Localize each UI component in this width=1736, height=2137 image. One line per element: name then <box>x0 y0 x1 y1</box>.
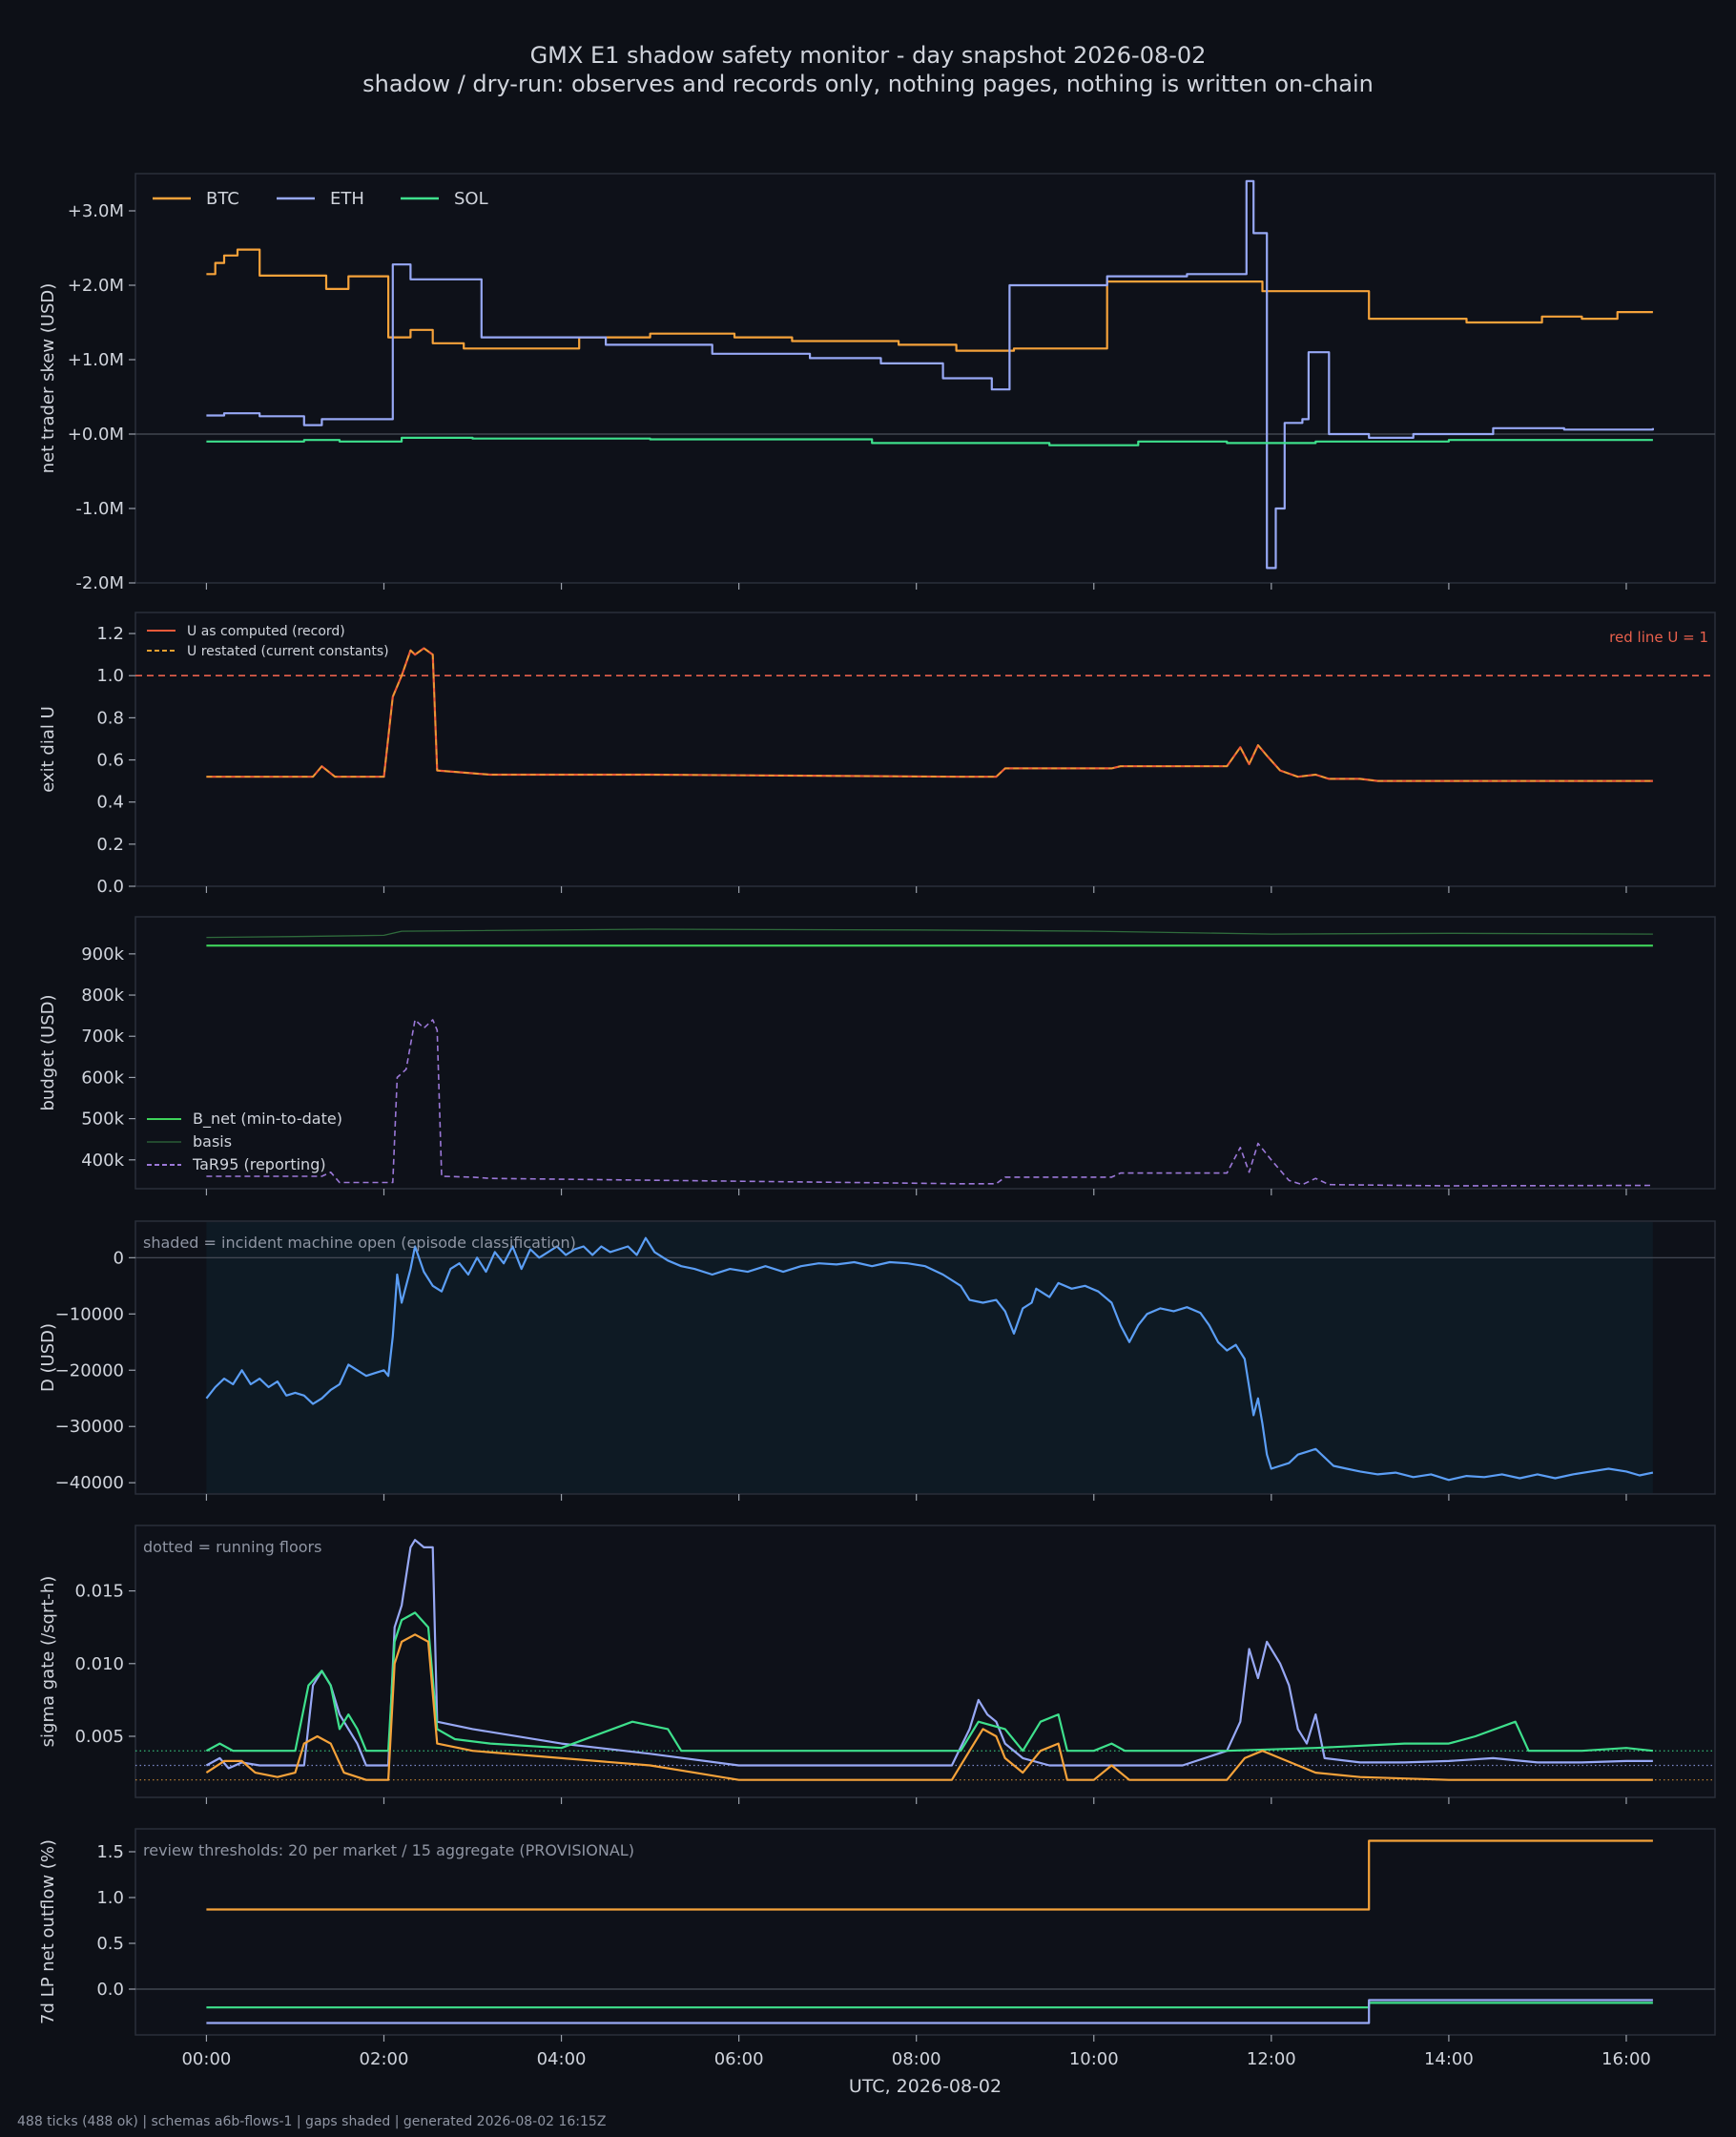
series-line-3 <box>206 1019 1653 1187</box>
y-tick-label: -1.0M <box>75 499 124 519</box>
y-axis: 0.005 0.010 0.015 <box>74 1582 135 1747</box>
panel-2: 0.0 0.2 0.4 0.6 0.8 1.0 1.2 exit dial U red line… <box>38 612 1716 897</box>
series-line-1 <box>205 1539 1653 1770</box>
figure-subtitle: shadow / dry-run: observes and records o… <box>362 71 1374 97</box>
series-line-1 <box>206 1839 1653 1911</box>
y-tick-label: 0.0 <box>96 877 124 897</box>
legend-label: ETH <box>330 189 364 209</box>
y-tick-label: 0 <box>114 1248 124 1268</box>
y-axis-label: 7d LP net outflow (%) <box>38 1839 58 2024</box>
x-tick-label: 10:00 <box>1069 2049 1119 2069</box>
legend-label: basis <box>193 1132 232 1151</box>
y-axis-label: exit dial U <box>38 706 58 793</box>
series-line-2 <box>205 1611 1654 1753</box>
y-tick-label: 0.2 <box>96 835 124 855</box>
legend: BTC ETH SOL <box>153 189 488 209</box>
series-line-3 <box>206 1999 1653 2024</box>
legend-label: TaR95 (reporting) <box>192 1155 326 1173</box>
series-line-2 <box>206 179 1654 570</box>
panel-1: -2.0M -1.0M +0.0M +1.0M +2.0M +3.0M net trader… <box>38 173 1716 593</box>
series-line-3 <box>206 436 1653 446</box>
legend: B_net (min-to-date) basis TaR95 (reporting… <box>147 1110 342 1173</box>
x-tick-label: 08:00 <box>892 2049 941 2069</box>
y-tick-label: +0.0M <box>68 425 124 445</box>
panel-3: 400k 500k 600k 700k 800k 900k budget (USD) B_ne… <box>38 916 1716 1195</box>
y-tick-label: 700k <box>81 1027 124 1047</box>
panel-5: 0.005 0.010 0.015 sigma gate (/sqrt-h) dotte… <box>38 1525 1716 1804</box>
legend-label: SOL <box>454 189 488 209</box>
y-tick-label: +3.0M <box>68 201 124 221</box>
y-tick-label: 600k <box>81 1068 124 1088</box>
series-line-1 <box>205 1236 1654 1482</box>
series-line-3 <box>205 1633 1653 1781</box>
y-tick-label: −30000 <box>55 1417 124 1437</box>
x-tick-label: 00:00 <box>181 2049 231 2069</box>
panel-frame <box>134 916 1716 1190</box>
y-tick-label: 0.8 <box>96 708 124 728</box>
panel-frame <box>134 1828 1716 2036</box>
y-tick-label: 1.0 <box>96 666 124 686</box>
y-tick-label: 1.2 <box>96 624 124 644</box>
panel-annotation: shaded = incident machine open (episode … <box>143 1234 576 1252</box>
x-tick-label: 06:00 <box>714 2049 764 2069</box>
legend-label: U as computed (record) <box>187 624 345 639</box>
y-axis: −40000 −30000 −20000 −10000 0 <box>55 1248 135 1493</box>
y-tick-label: +2.0M <box>68 276 124 296</box>
y-axis: 0.0 0.2 0.4 0.6 0.8 1.0 1.2 <box>96 624 135 897</box>
legend: U as computed (record) U restated (curren… <box>147 624 389 659</box>
series-line-2 <box>206 647 1653 782</box>
panel-frame <box>134 612 1716 887</box>
figure-title: GMX E1 shadow safety monitor - day snaps… <box>530 42 1207 69</box>
legend-label: B_net (min-to-date) <box>193 1110 342 1129</box>
series-line-2 <box>206 928 1653 939</box>
y-axis: 400k 500k 600k 700k 800k 900k <box>81 944 135 1171</box>
y-axis-label: D (USD) <box>38 1323 58 1392</box>
y-tick-label: 0.015 <box>74 1582 124 1602</box>
y-tick-label: 1.0 <box>96 1888 124 1908</box>
chart-panels: -2.0M -1.0M +0.0M +1.0M +2.0M +3.0M net trader… <box>38 173 1716 2097</box>
x-tick-label: 04:00 <box>537 2049 587 2069</box>
y-tick-label: −20000 <box>55 1360 124 1380</box>
x-tick-label: 02:00 <box>360 2049 409 2069</box>
x-tick-label: 12:00 <box>1247 2049 1296 2069</box>
y-tick-label: 900k <box>81 944 124 965</box>
y-tick-label: +1.0M <box>68 350 124 370</box>
y-axis-label: sigma gate (/sqrt-h) <box>38 1576 58 1748</box>
y-tick-label: 0.4 <box>96 793 124 813</box>
panel-6: 0.0 0.5 1.0 1.5 00:00 02:00 04:00 06:00 08:00 10:… <box>38 1828 1716 2097</box>
y-tick-label: 800k <box>81 986 124 1006</box>
y-tick-label: −40000 <box>55 1473 124 1493</box>
y-tick-label: -2.0M <box>75 573 124 593</box>
panel-annotation: dotted = running floors <box>143 1538 321 1556</box>
y-tick-label: −10000 <box>55 1304 124 1324</box>
y-axis-label: net trader skew (USD) <box>38 283 58 474</box>
shaded-region <box>206 1222 1653 1493</box>
panel-frame <box>134 173 1716 584</box>
legend-label: BTC <box>206 189 239 209</box>
x-tick-label: 14:00 <box>1424 2049 1474 2069</box>
figure-footer: 488 ticks (488 ok) | schemas a6b-flows-1… <box>17 2114 606 2129</box>
red-line-label: red line U = 1 <box>1609 629 1708 646</box>
y-tick-label: 0.0 <box>96 1980 124 2000</box>
y-tick-label: 1.5 <box>96 1842 124 1862</box>
panel-annotation: review thresholds: 20 per market / 15 ag… <box>143 1841 634 1859</box>
y-tick-label: 0.005 <box>74 1727 124 1747</box>
y-tick-label: 0.6 <box>96 751 124 771</box>
x-axis-label: UTC, 2026-08-02 <box>849 2076 1002 2097</box>
y-axis: -2.0M -1.0M +0.0M +1.0M +2.0M +3.0M <box>68 201 135 593</box>
panel-4: −40000 −30000 −20000 −10000 0 D (USD) shaded =… <box>38 1220 1716 1501</box>
y-axis-label: budget (USD) <box>38 994 58 1110</box>
y-tick-label: 500k <box>81 1110 124 1130</box>
y-tick-label: 0.5 <box>96 1934 124 1954</box>
y-tick-label: 0.010 <box>74 1654 124 1674</box>
panel-frame <box>134 1525 1716 1798</box>
legend-label: U restated (current constants) <box>187 644 389 659</box>
y-tick-label: 400k <box>81 1151 124 1171</box>
y-axis: 0.0 0.5 1.0 1.5 <box>96 1842 135 2000</box>
x-tick-label: 16:00 <box>1602 2049 1651 2069</box>
series-line-1 <box>206 248 1653 352</box>
